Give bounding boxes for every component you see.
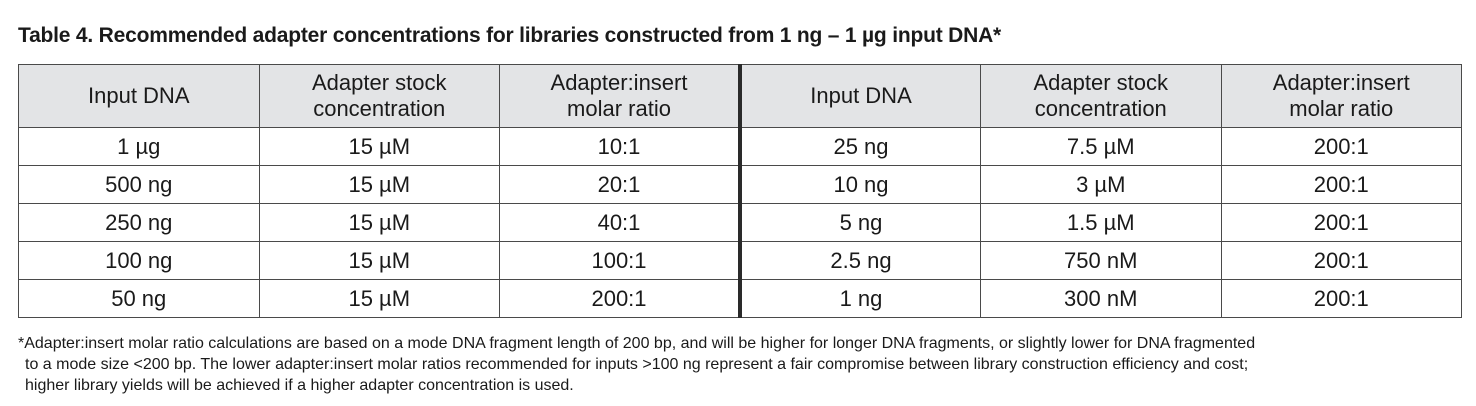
table-cell: 1 µg (18, 127, 260, 166)
table-cell: 750 nM (980, 241, 1222, 280)
adapter-concentration-table: Input DNA Adapter stock concentration Ada… (18, 64, 1462, 318)
header-adapter-stock-left: Adapter stock concentration (258, 64, 500, 128)
table-cell: 200:1 (1220, 279, 1462, 318)
header-input-dna-right: Input DNA (739, 64, 981, 128)
header-input-dna-left: Input DNA (18, 64, 260, 128)
table-cell: 100:1 (499, 241, 742, 280)
table-cell: 40:1 (499, 203, 742, 242)
footnote-line: higher library yields will be achieved i… (25, 377, 574, 394)
header-molar-ratio-left: Adapter:insert molar ratio (499, 64, 742, 128)
table-cell: 10 ng (739, 165, 981, 204)
table-row: 250 ng 15 µM 40:1 5 ng 1.5 µM 200:1 (18, 203, 1462, 242)
table-cell: 1.5 µM (980, 203, 1222, 242)
table-cell: 25 ng (739, 127, 981, 166)
table-cell: 10:1 (499, 127, 742, 166)
table-cell: 1 ng (739, 279, 981, 318)
table-cell: 300 nM (980, 279, 1222, 318)
table-caption: Table 4. Recommended adapter concentrati… (18, 24, 1002, 47)
table-cell: 2.5 ng (739, 241, 981, 280)
table-cell: 7.5 µM (980, 127, 1222, 166)
table-cell: 200:1 (1220, 127, 1462, 166)
table-row: 500 ng 15 µM 20:1 10 ng 3 µM 200:1 (18, 165, 1462, 204)
table-cell: 200:1 (499, 279, 742, 318)
table-row: 1 µg 15 µM 10:1 25 ng 7.5 µM 200:1 (18, 127, 1462, 166)
table-cell: 100 ng (18, 241, 260, 280)
table-cell: 200:1 (1220, 165, 1462, 204)
table-cell: 5 ng (739, 203, 981, 242)
table-cell: 250 ng (18, 203, 260, 242)
table-cell: 200:1 (1220, 241, 1462, 280)
table-cell: 3 µM (980, 165, 1222, 204)
table-cell: 200:1 (1220, 203, 1462, 242)
table-cell: 15 µM (258, 127, 500, 166)
table-footnote: *Adapter:insert molar ratio calculations… (18, 333, 1466, 396)
table-cell: 500 ng (18, 165, 260, 204)
table-cell: 50 ng (18, 279, 260, 318)
footnote-line: *Adapter:insert molar ratio calculations… (18, 335, 1256, 352)
table-cell: 20:1 (499, 165, 742, 204)
header-row: Input DNA Adapter stock concentration Ada… (18, 64, 1462, 128)
header-adapter-stock-right: Adapter stock concentration (980, 64, 1222, 128)
header-molar-ratio-right: Adapter:insert molar ratio (1220, 64, 1462, 128)
table-cell: 15 µM (258, 165, 500, 204)
table-row: 100 ng 15 µM 100:1 2.5 ng 750 nM 200:1 (18, 241, 1462, 280)
table-cell: 15 µM (258, 203, 500, 242)
table-cell: 15 µM (258, 279, 500, 318)
table-row: 50 ng 15 µM 200:1 1 ng 300 nM 200:1 (18, 279, 1462, 318)
table-cell: 15 µM (258, 241, 500, 280)
footnote-line: to a mode size <200 bp. The lower adapte… (25, 356, 1249, 373)
